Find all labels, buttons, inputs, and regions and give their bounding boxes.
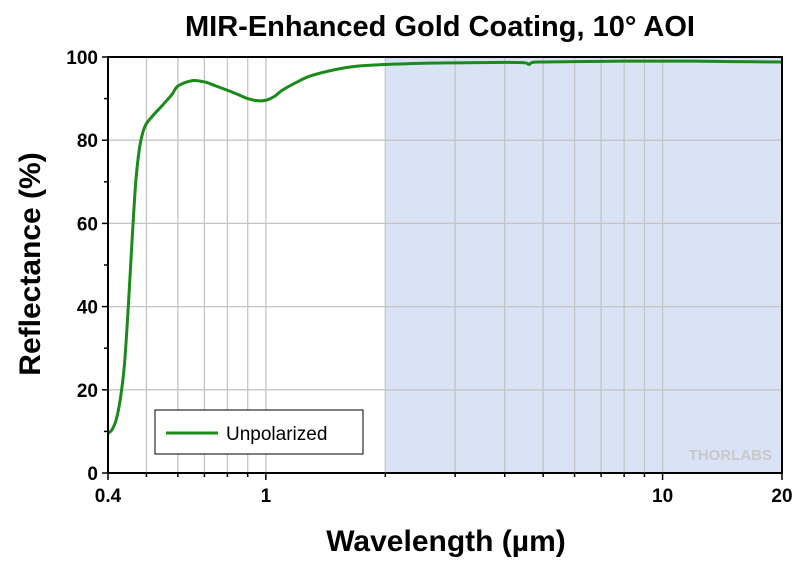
x-tick-label: 10 bbox=[652, 486, 673, 507]
shaded-region bbox=[385, 57, 782, 473]
series-line-unpolarized bbox=[106, 59, 783, 435]
y-tick-label: 80 bbox=[77, 131, 98, 152]
thorlabs-watermark: THORLABS bbox=[689, 447, 772, 464]
y-tick-label: 20 bbox=[77, 381, 98, 402]
x-tick-label: 1 bbox=[261, 486, 272, 507]
legend-label: Unpolarized bbox=[226, 424, 327, 445]
y-tick-label: 40 bbox=[77, 298, 98, 319]
y-axis-title: Reflectance (%) bbox=[14, 152, 47, 375]
x-tick-labels: 0.4 1 10 20 bbox=[95, 486, 793, 507]
y-tick-label: 0 bbox=[87, 464, 98, 485]
y-tick-label: 100 bbox=[66, 48, 98, 69]
grid bbox=[108, 57, 782, 473]
y-tick-label: 60 bbox=[77, 214, 98, 235]
plot-frame bbox=[107, 56, 783, 474]
x-tick-label: 20 bbox=[771, 486, 792, 507]
chart-title: MIR-Enhanced Gold Coating, 10° AOI bbox=[185, 11, 695, 43]
legend: Unpolarized bbox=[154, 409, 364, 455]
x-axis-title: Wavelength (µm) bbox=[326, 525, 566, 558]
y-tick-labels: 0 20 40 60 80 100 bbox=[66, 48, 98, 485]
x-tick-label: 0.4 bbox=[95, 486, 122, 507]
